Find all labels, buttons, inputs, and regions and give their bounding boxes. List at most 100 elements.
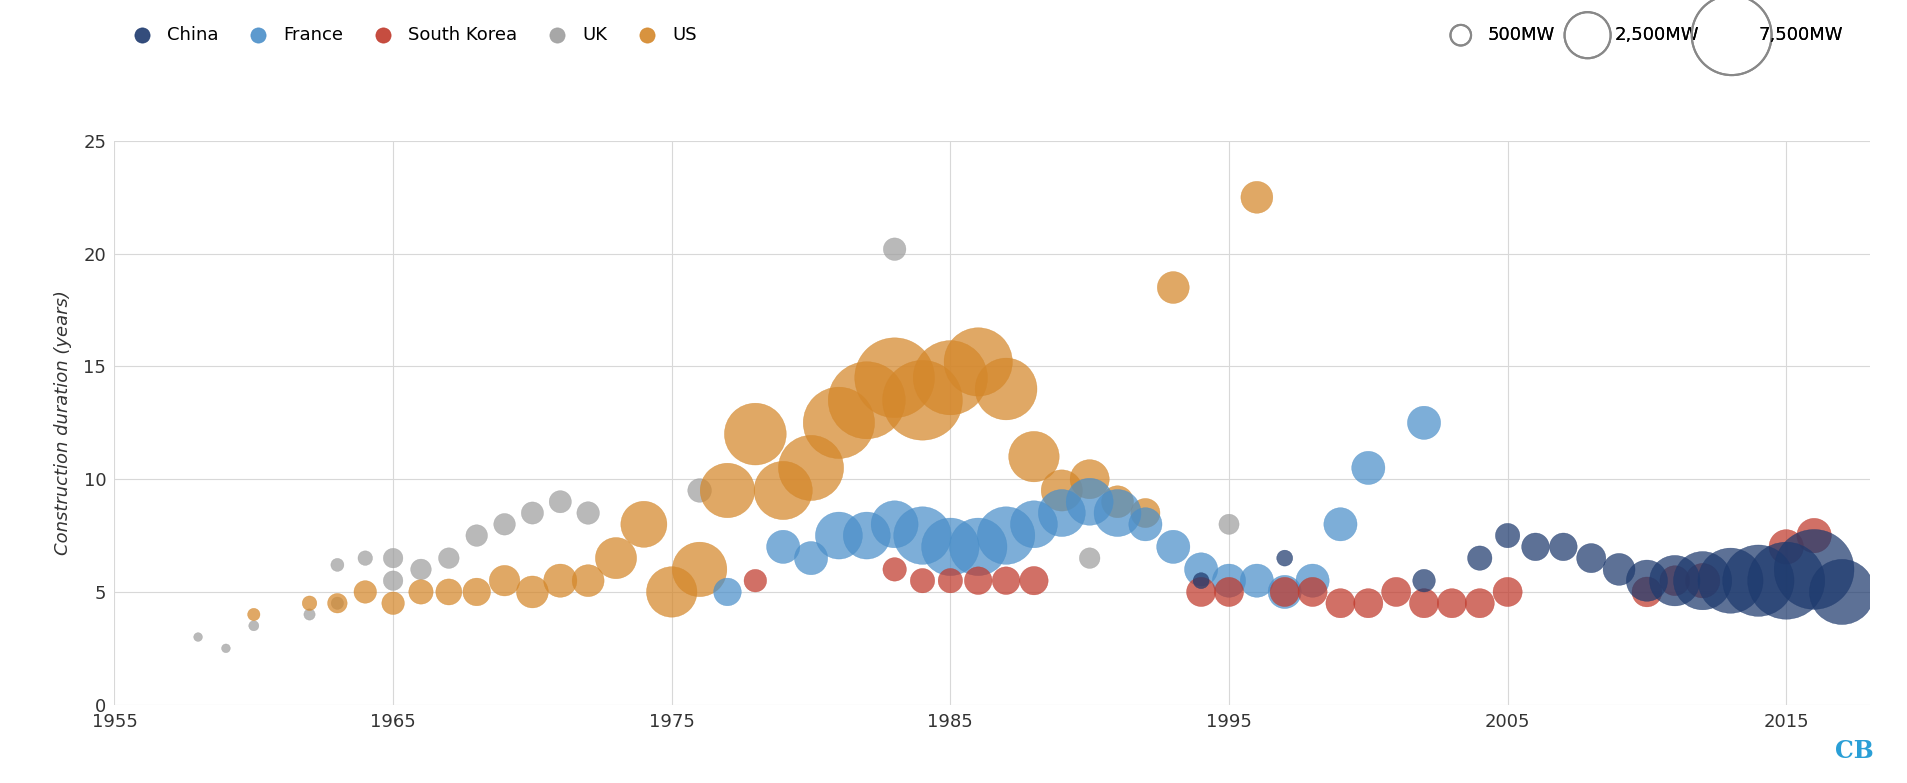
Point — [1352, 462, 1383, 474]
Point — [461, 586, 492, 598]
Point — [210, 642, 240, 655]
Point — [572, 575, 603, 587]
Point — [1297, 586, 1327, 598]
Point — [1241, 191, 1272, 204]
Point — [433, 586, 463, 598]
Point — [1630, 575, 1661, 587]
Point — [1186, 575, 1217, 587]
Point — [1102, 496, 1133, 508]
Point — [990, 529, 1020, 542]
Point — [1798, 563, 1829, 576]
Point — [740, 428, 770, 440]
Point — [349, 552, 379, 565]
Point — [1407, 575, 1438, 587]
Point — [767, 484, 797, 496]
Y-axis label: Construction duration (years): Construction duration (years) — [53, 290, 72, 555]
Point — [767, 540, 797, 553]
Point — [406, 563, 437, 576]
Point — [963, 540, 994, 553]
Point — [1047, 507, 1077, 519]
Point — [517, 507, 547, 519]
Point — [545, 496, 576, 508]
Point — [1770, 540, 1800, 553]
Point — [1659, 575, 1690, 587]
Point — [1297, 575, 1327, 587]
Point — [1129, 518, 1159, 531]
Point — [1213, 518, 1243, 531]
Point — [879, 563, 910, 576]
Point — [824, 417, 854, 429]
Point — [1268, 586, 1299, 598]
Point — [1465, 552, 1495, 565]
Point — [238, 619, 269, 632]
Point — [1158, 281, 1188, 294]
Point — [879, 518, 910, 531]
Point — [1241, 575, 1272, 587]
Point — [1018, 575, 1049, 587]
Point — [1770, 575, 1800, 587]
Point — [851, 394, 881, 406]
Point — [1018, 518, 1049, 531]
Point — [934, 540, 965, 553]
Point — [1158, 540, 1188, 553]
Point — [238, 608, 269, 621]
Point — [461, 529, 492, 542]
Point — [1825, 586, 1856, 598]
Point — [1186, 563, 1217, 576]
Point — [906, 529, 936, 542]
Point — [656, 586, 687, 598]
Point — [906, 575, 936, 587]
Point — [433, 552, 463, 565]
Point — [990, 575, 1020, 587]
Point — [851, 529, 881, 542]
Point — [627, 518, 658, 531]
Point — [1407, 417, 1438, 429]
Point — [879, 243, 910, 255]
Point — [1074, 496, 1104, 508]
Point — [1714, 575, 1745, 587]
Point — [685, 563, 715, 576]
Point — [572, 507, 603, 519]
Point — [1547, 540, 1577, 553]
Point — [488, 575, 519, 587]
Point — [488, 518, 519, 531]
Text: CB: CB — [1835, 739, 1873, 763]
Point — [322, 558, 353, 571]
Point — [934, 575, 965, 587]
Point — [1491, 529, 1522, 542]
Point — [1325, 518, 1356, 531]
Point — [294, 597, 324, 609]
Point — [322, 597, 353, 609]
Point — [906, 394, 936, 406]
Legend: 500MW, 2,500MW, 7,500MW: 500MW, 2,500MW, 7,500MW — [1442, 26, 1842, 44]
Point — [934, 371, 965, 384]
Point — [711, 484, 742, 496]
Point — [1325, 597, 1356, 609]
Point — [1213, 575, 1243, 587]
Point — [322, 597, 353, 609]
Point — [1213, 586, 1243, 598]
Point — [378, 575, 408, 587]
Point — [1491, 586, 1522, 598]
Point — [740, 575, 770, 587]
Point — [601, 552, 631, 565]
Point — [1129, 507, 1159, 519]
Point — [685, 484, 715, 496]
Point — [1381, 586, 1411, 598]
Point — [963, 575, 994, 587]
Point — [1604, 563, 1634, 576]
Point — [406, 586, 437, 598]
Point — [1352, 597, 1383, 609]
Point — [879, 371, 910, 384]
Point — [1575, 552, 1606, 565]
Point — [1074, 552, 1104, 565]
Point — [1630, 586, 1661, 598]
Point — [1102, 507, 1133, 519]
Point — [711, 586, 742, 598]
Point — [1686, 575, 1716, 587]
Point — [378, 552, 408, 565]
Point — [1520, 540, 1550, 553]
Point — [1268, 586, 1299, 598]
Point — [545, 575, 576, 587]
Point — [1798, 529, 1829, 542]
